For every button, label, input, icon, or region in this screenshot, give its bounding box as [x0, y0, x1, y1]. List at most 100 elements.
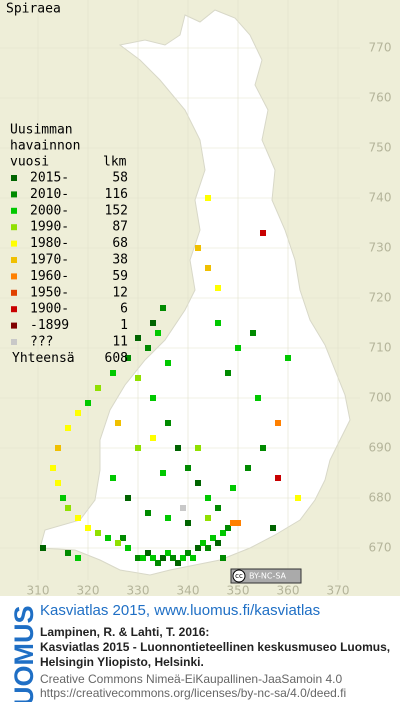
occurrence-square	[165, 360, 171, 366]
citation-line: Lampinen, R. & Lahti, T. 2016:	[40, 625, 209, 639]
occurrence-square	[165, 420, 171, 426]
legend-label: 1980-	[30, 236, 69, 251]
occurrence-square	[60, 495, 66, 501]
y-tick-label: 770	[369, 41, 392, 55]
legend-label: 2000-	[30, 203, 69, 218]
legend-count: 116	[105, 187, 128, 202]
occurrence-square	[205, 545, 211, 551]
occurrence-square	[135, 375, 141, 381]
occurrence-square	[85, 525, 91, 531]
x-tick-label: 330	[127, 584, 150, 598]
grid: 310 320 330 340 350 360 370 670 680 690 700 710 720 7…	[0, 0, 391, 598]
occurrence-square	[125, 355, 131, 361]
x-tick-label: 320	[77, 584, 100, 598]
occurrence-square	[230, 485, 236, 491]
occurrence-square	[205, 195, 211, 201]
legend-swatch	[11, 339, 17, 345]
occurrence-square	[175, 560, 181, 566]
y-tick-label: 740	[369, 191, 392, 205]
finland-outline	[39, 9, 351, 576]
legend-label: 1900-	[30, 302, 69, 317]
legend-swatch	[11, 240, 17, 247]
occurrence-square	[135, 445, 141, 451]
legend-swatch	[11, 273, 17, 280]
x-tick-label: 360	[277, 584, 300, 598]
occurrence-square	[275, 475, 281, 481]
occurrence-square	[275, 420, 281, 426]
y-tick-label: 720	[369, 291, 392, 305]
occurrence-square	[135, 335, 141, 341]
occurrence-square	[235, 520, 241, 526]
legend-heading: Uusimman	[10, 123, 73, 138]
legend-heading: vuosi	[10, 155, 49, 170]
occurrence-square	[195, 445, 201, 451]
legend-label: 1950-	[30, 285, 69, 300]
occurrence-square	[125, 495, 131, 501]
occurrence-square	[255, 395, 261, 401]
occurrence-square	[110, 475, 116, 481]
citation-line: Helsingin Yliopisto, Helsinki.	[40, 655, 204, 669]
occurrence-square	[295, 495, 301, 501]
legend-total-label: Yhteensä	[12, 351, 75, 366]
y-tick-label: 700	[369, 391, 392, 405]
occurrence-square	[145, 550, 151, 556]
occurrence-square	[185, 465, 191, 471]
occurrence-square	[40, 545, 46, 551]
legend-count: 12	[112, 285, 128, 300]
occurrence-square	[75, 555, 81, 561]
occurrence-square	[220, 555, 226, 561]
occurrence-square	[65, 505, 71, 511]
occurrence-square	[250, 330, 256, 336]
occurrence-square	[220, 530, 226, 536]
y-tick-label: 690	[369, 441, 392, 455]
legend-count: 87	[112, 220, 128, 235]
occurrence-square	[165, 550, 171, 556]
legend-count: 152	[105, 203, 128, 218]
occurrence-square	[55, 480, 61, 486]
y-tick-label: 680	[369, 491, 392, 505]
occurrence-square	[75, 410, 81, 416]
x-tick-label: 350	[227, 584, 250, 598]
occurrence-square	[260, 445, 266, 451]
badge-license: BY-NC-SA	[249, 572, 287, 581]
occurrence-square	[215, 505, 221, 511]
occurrence-square	[160, 305, 166, 311]
legend-count: 68	[112, 236, 128, 251]
occurrence-square	[175, 445, 181, 451]
occurrence-square	[245, 465, 251, 471]
occurrence-square	[145, 510, 151, 516]
citation-line: Kasviatlas 2015 - Luonnontieteellinen ke…	[40, 640, 390, 654]
occurrence-square	[160, 470, 166, 476]
occurrence-square	[150, 555, 156, 561]
legend-count: 38	[112, 253, 128, 268]
occurrence-square	[195, 480, 201, 486]
legend-label: ???	[30, 335, 53, 350]
occurrence-square	[205, 515, 211, 521]
badge-box	[230, 568, 302, 584]
legend-label: 1990-	[30, 220, 69, 235]
occurrence-square	[155, 330, 161, 336]
occurrence-square	[165, 515, 171, 521]
occurrence-square	[120, 535, 126, 541]
occurrence-square	[225, 525, 231, 531]
occurrence-square	[105, 535, 111, 541]
legend-swatch	[11, 175, 17, 181]
occurrence-square	[215, 285, 221, 291]
license-line: Creative Commons Nimeä-EiKaupallinen-Jaa…	[40, 672, 342, 686]
legend-swatch	[11, 257, 17, 263]
legend-label: 1970-	[30, 253, 69, 268]
occurrence-square	[180, 555, 186, 561]
occurrence-square	[95, 385, 101, 391]
legend-count: 59	[112, 269, 128, 284]
legend-count: 6	[120, 302, 128, 317]
legend-swatch	[11, 191, 17, 198]
occurrence-square	[75, 515, 81, 521]
occurrence-square	[185, 550, 191, 556]
occurrence-square	[200, 540, 206, 546]
legend-swatch	[11, 207, 17, 214]
legend-count: 11	[112, 335, 128, 350]
occurrence-square	[135, 555, 141, 561]
occurrence-square	[190, 555, 196, 561]
y-tick-label: 730	[369, 241, 392, 255]
